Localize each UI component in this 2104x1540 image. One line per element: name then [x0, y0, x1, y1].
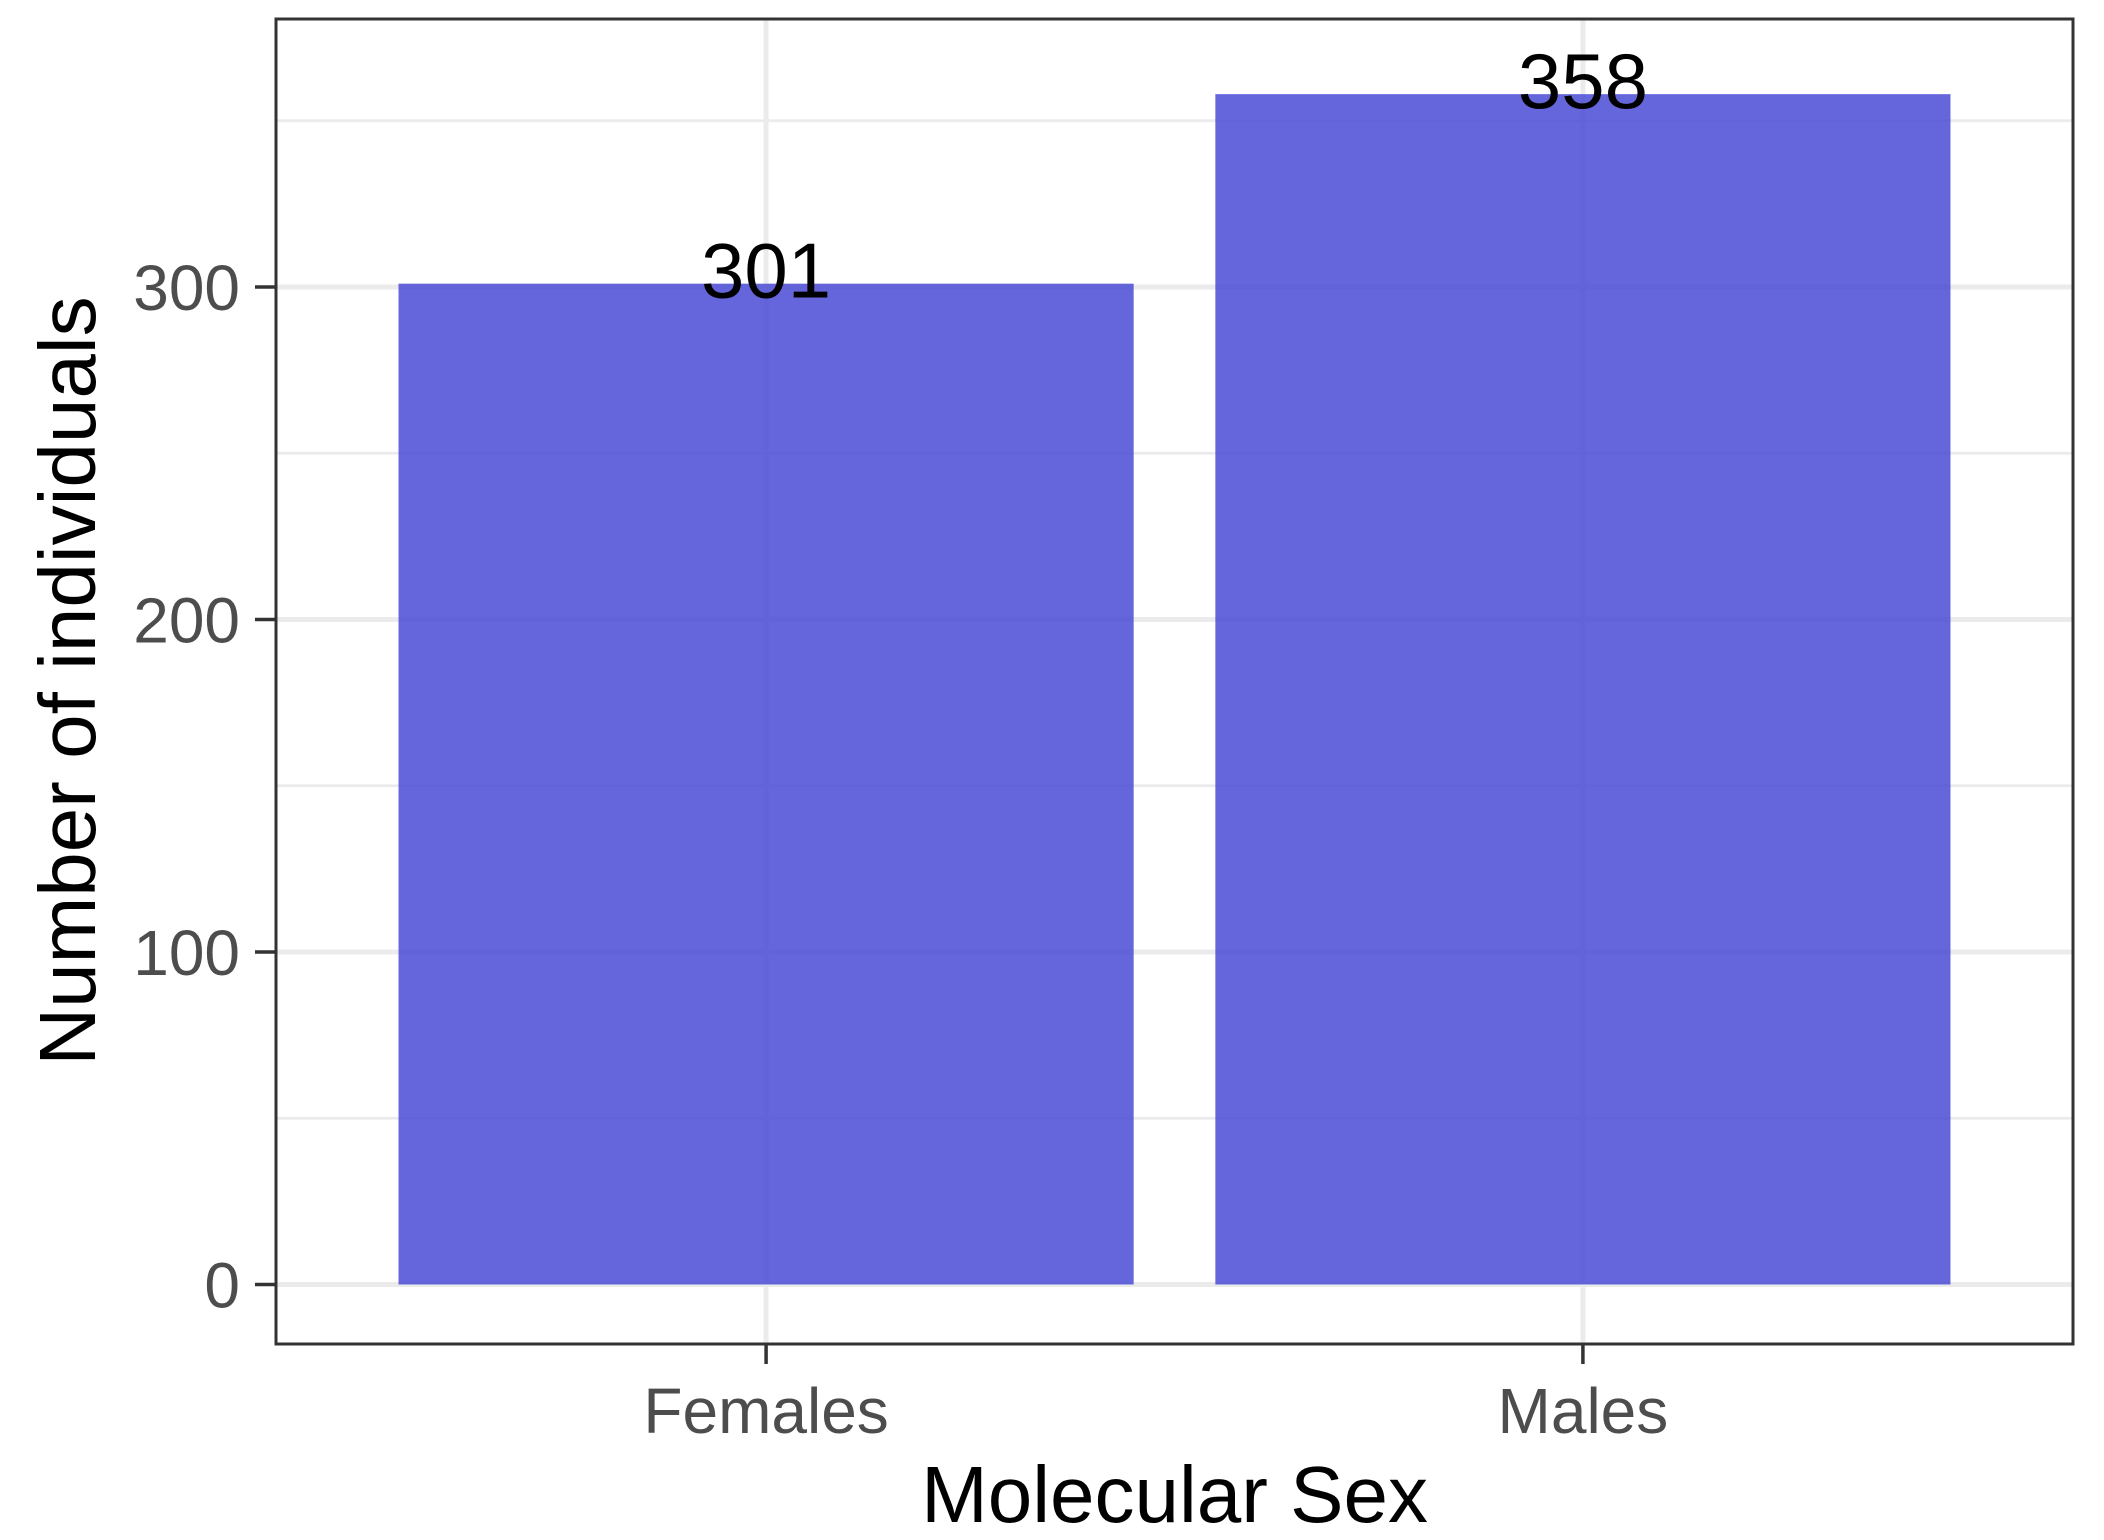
y-tick-label: 100 — [133, 917, 240, 989]
data-labels: 301 358 — [701, 37, 1648, 315]
y-axis: 0 100 200 300 — [133, 252, 276, 1321]
x-tick-label-females: Females — [643, 1375, 888, 1447]
y-tick-label: 200 — [133, 584, 240, 656]
x-axis-title: Molecular Sex — [921, 1450, 1428, 1539]
x-axis: Females Males — [643, 1344, 1668, 1447]
data-label-females: 301 — [701, 227, 831, 315]
bar-males — [1215, 94, 1951, 1285]
bar-females — [398, 283, 1134, 1285]
data-label-males: 358 — [1518, 37, 1648, 125]
x-tick-label-males: Males — [1498, 1375, 1669, 1447]
panel-border — [274, 17, 2075, 1346]
y-tick-label: 300 — [133, 252, 240, 324]
y-axis-title: Number of individuals — [23, 296, 112, 1065]
panel-frame — [274, 17, 2075, 1346]
y-tick-label: 0 — [204, 1249, 240, 1321]
bars — [398, 94, 1951, 1285]
